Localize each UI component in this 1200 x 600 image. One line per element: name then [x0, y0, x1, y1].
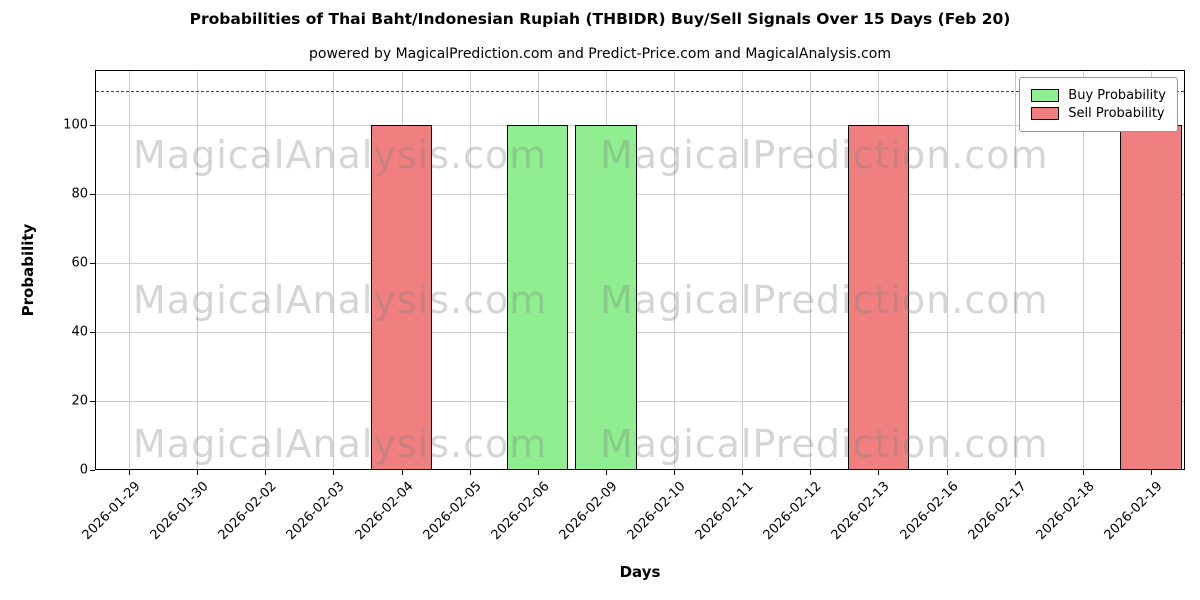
- x-tick-mark: [129, 470, 131, 475]
- v-gridline: [1082, 71, 1084, 469]
- y-tick-mark: [90, 194, 95, 196]
- x-tick-mark: [537, 470, 539, 475]
- legend-swatch: [1031, 89, 1060, 102]
- x-tick-mark: [333, 470, 335, 475]
- x-tick-mark: [742, 470, 744, 475]
- watermark-text: MagicalPrediction.com: [600, 422, 1049, 466]
- v-gridline: [265, 71, 267, 469]
- x-tick-mark: [1150, 470, 1152, 475]
- y-tick-mark: [90, 125, 95, 127]
- dashed-reference-line: [96, 90, 1184, 92]
- v-gridline: [674, 71, 676, 469]
- x-tick-mark: [605, 470, 607, 475]
- legend-label: Buy Probability: [1068, 88, 1166, 103]
- y-axis-label: Probability: [19, 223, 37, 317]
- x-tick-mark: [674, 470, 676, 475]
- bar-sell: [370, 125, 433, 470]
- x-tick-mark: [946, 470, 948, 475]
- legend-label: Sell Probability: [1068, 106, 1165, 121]
- h-gridline: [96, 194, 1184, 196]
- y-tick-mark: [90, 401, 95, 403]
- x-tick-mark: [1014, 470, 1016, 475]
- bar-sell: [847, 125, 910, 470]
- x-tick-mark: [469, 470, 471, 475]
- h-gridline: [96, 263, 1184, 265]
- bar-buy: [575, 125, 637, 470]
- h-gridline: [96, 332, 1184, 334]
- v-gridline: [810, 71, 812, 469]
- x-tick-mark: [197, 470, 199, 475]
- y-tick-label: 20: [71, 393, 88, 409]
- legend: Buy Probability Sell Probability: [1019, 77, 1178, 132]
- y-tick-label: 0: [79, 462, 88, 478]
- y-tick-label: 80: [71, 186, 88, 202]
- v-gridline: [1014, 71, 1016, 469]
- h-gridline: [96, 401, 1184, 403]
- y-tick-label: 40: [71, 324, 88, 340]
- x-tick-mark: [810, 470, 812, 475]
- bar-sell: [1120, 125, 1182, 470]
- watermark-text: MagicalAnalysis.com: [133, 422, 548, 466]
- legend-item: Buy Probability: [1031, 88, 1166, 103]
- legend-item: Sell Probability: [1031, 106, 1166, 121]
- y-tick-label: 100: [63, 117, 88, 133]
- v-gridline: [197, 71, 199, 469]
- v-gridline: [946, 71, 948, 469]
- x-tick-label: 2026-01-29: [79, 479, 144, 544]
- chart-title: Probabilities of Thai Baht/Indonesian Ru…: [189, 10, 1011, 28]
- legend-swatch: [1031, 107, 1060, 120]
- watermark-text: MagicalAnalysis.com: [133, 133, 548, 177]
- y-tick-mark: [90, 332, 95, 334]
- y-tick-label: 60: [71, 255, 88, 271]
- chart-subtitle: powered by MagicalPrediction.com and Pre…: [309, 46, 891, 62]
- plot-area: [95, 70, 1185, 470]
- x-tick-mark: [401, 470, 403, 475]
- y-tick-mark: [90, 470, 95, 471]
- v-gridline: [129, 71, 131, 469]
- x-axis-label: Days: [619, 563, 661, 581]
- v-gridline: [469, 71, 471, 469]
- x-tick-mark: [878, 470, 880, 475]
- x-tick-mark: [265, 470, 267, 475]
- v-gridline: [333, 71, 335, 469]
- watermark-text: MagicalPrediction.com: [600, 278, 1049, 322]
- x-tick-mark: [1082, 470, 1084, 475]
- v-gridline: [742, 71, 744, 469]
- watermark-text: MagicalAnalysis.com: [133, 278, 548, 322]
- watermark-text: MagicalPrediction.com: [600, 133, 1049, 177]
- y-tick-mark: [90, 263, 95, 265]
- h-gridline: [96, 125, 1184, 127]
